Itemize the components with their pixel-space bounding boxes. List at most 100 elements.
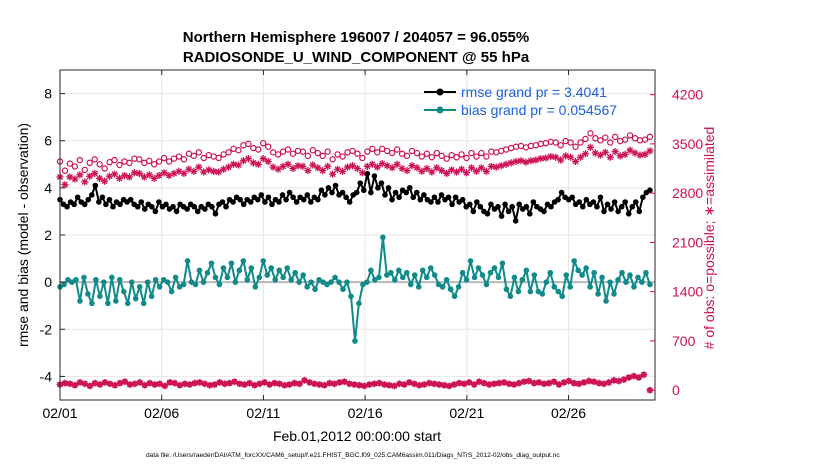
- bias-point: [212, 274, 219, 281]
- bias-point: [603, 298, 609, 304]
- rmse-point: [138, 199, 145, 205]
- rmse-point: [474, 199, 480, 205]
- rmse-point: [590, 199, 597, 205]
- bias-point: [495, 274, 502, 281]
- bias-point: [192, 281, 199, 288]
- rmse-point: [601, 208, 607, 215]
- bias-point: [156, 284, 163, 290]
- assimilated-obs-low-point: [71, 381, 79, 389]
- assimilated-obs-point: [537, 155, 545, 163]
- possible-obs-point: [304, 152, 312, 160]
- assimilated-obs-point: [249, 159, 257, 167]
- possible-obs-point: [165, 158, 173, 165]
- assimilated-obs-point: [348, 162, 357, 170]
- possible-obs-point: [81, 166, 88, 174]
- bias-point: [204, 269, 211, 276]
- rmse-point: [375, 185, 381, 191]
- possible-obs-point: [438, 152, 445, 160]
- rmse-point: [223, 203, 229, 210]
- possible-obs-point: [309, 147, 317, 154]
- bias-point: [583, 265, 589, 271]
- bias-point: [511, 274, 518, 281]
- bias-point: [623, 279, 629, 285]
- rmse-point: [382, 192, 388, 198]
- bias-point: [575, 267, 581, 274]
- possible-obs-point: [319, 152, 326, 160]
- possible-obs-point: [76, 156, 84, 164]
- rmse-point: [527, 210, 533, 217]
- bias-point: [547, 269, 554, 276]
- assimilated-obs-low-point: [301, 376, 308, 384]
- assimilated-obs-point: [586, 143, 595, 151]
- bias-point: [168, 288, 175, 295]
- assimilated-obs-point: [423, 164, 431, 173]
- assimilated-obs-low-point: [61, 379, 69, 387]
- rmse-point: [378, 180, 385, 186]
- rmse-point: [541, 208, 547, 215]
- bias-point: [288, 276, 294, 283]
- bias-point: [216, 281, 223, 288]
- bias-point: [368, 267, 374, 274]
- rmse-point: [149, 203, 155, 210]
- possible-obs-point: [245, 140, 252, 148]
- rmse-point: [452, 194, 459, 201]
- rmse-point: [152, 208, 159, 215]
- possible-obs-point: [66, 160, 74, 167]
- rmse-point: [173, 208, 180, 215]
- bias-point: [439, 284, 446, 290]
- possible-obs-point: [463, 154, 470, 162]
- bias-point: [475, 265, 482, 271]
- bias-point: [148, 293, 155, 300]
- assimilated-obs-point: [472, 167, 481, 175]
- bias-point: [232, 279, 239, 285]
- rmse-point: [523, 203, 530, 210]
- rmse-point: [276, 199, 282, 205]
- possible-obs-point: [150, 161, 158, 168]
- rmse-point: [219, 199, 226, 205]
- bias-point: [296, 279, 302, 285]
- bias-point: [627, 272, 633, 278]
- possible-obs-point: [96, 161, 103, 168]
- possible-obs-point: [116, 161, 123, 169]
- bias-point: [507, 293, 514, 300]
- rmse-point: [431, 194, 438, 201]
- possible-obs-point: [646, 133, 654, 141]
- assimilated-obs-point: [477, 164, 485, 172]
- assimilated-obs-point: [71, 175, 79, 183]
- rmse-point: [608, 206, 614, 212]
- chart-title-line2: RADIOSONDE_U_WIND_COMPONENT @ 55 hPa: [183, 49, 530, 66]
- assimilated-obs-point: [125, 173, 134, 181]
- possible-obs-point: [388, 149, 396, 157]
- bias-point: [93, 276, 99, 283]
- possible-obs-point: [552, 139, 559, 146]
- assimilated-obs-point: [150, 174, 158, 182]
- assimilated-obs-point: [289, 164, 297, 173]
- rmse-point: [470, 208, 477, 215]
- bias-point: [109, 274, 115, 281]
- rmse-point: [611, 199, 618, 205]
- rmse-point: [209, 203, 215, 210]
- rmse-point: [502, 201, 508, 208]
- assimilated-obs-point: [274, 165, 282, 173]
- rmse-point: [413, 189, 420, 196]
- rmse-point: [325, 185, 332, 191]
- possible-obs-point: [265, 143, 272, 150]
- rmse-point: [332, 182, 339, 189]
- assimilated-obs-low-point: [395, 380, 403, 388]
- rmse-point: [103, 201, 109, 208]
- bias-point: [228, 260, 235, 267]
- bias-point: [443, 276, 450, 283]
- assimilated-obs-point: [61, 181, 69, 189]
- assimilated-obs-point: [96, 174, 104, 182]
- assimilated-obs-point: [482, 167, 490, 175]
- possible-obs-point: [274, 151, 282, 158]
- assimilated-obs-point: [91, 169, 99, 178]
- possible-obs-point: [458, 151, 465, 158]
- bias-point: [240, 258, 247, 264]
- assimilated-obs-low-point: [575, 380, 583, 388]
- rmse-point: [530, 199, 537, 205]
- bias-point: [164, 279, 171, 285]
- rmse-point: [495, 203, 501, 210]
- assimilated-obs-point: [160, 169, 168, 177]
- rmse-point: [322, 192, 328, 198]
